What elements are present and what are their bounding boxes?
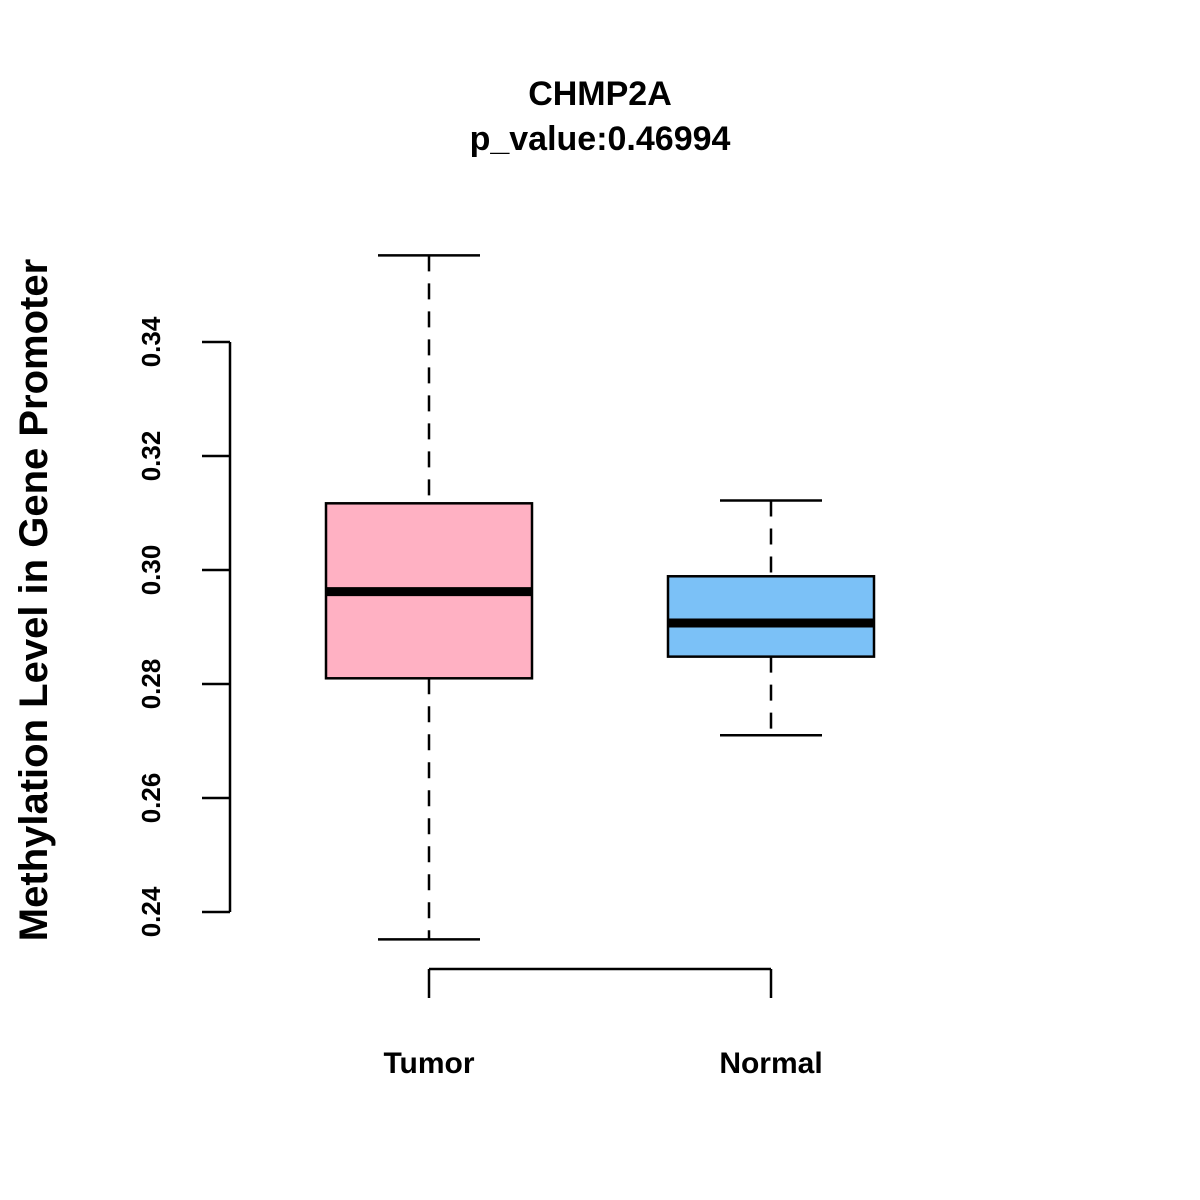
boxes [324,254,876,941]
y-tick-label: 0.24 [136,886,166,937]
box-normal [666,499,876,737]
x-axis: Tumor Normal [383,967,823,1080]
box-tumor [324,254,534,941]
x-category-label: Normal [719,1047,822,1080]
y-tick-label: 0.32 [136,431,166,482]
chart-subtitle: p_value:0.46994 [470,120,731,158]
y-tick-label: 0.34 [136,316,166,367]
y-ticks: 0.24 0.26 0.28 0.30 0.32 0.34 [136,316,230,937]
chart-title: CHMP2A [528,75,672,113]
y-tick-label: 0.28 [136,659,166,710]
y-tick-label: 0.26 [136,773,166,824]
iqr-box [666,575,876,658]
y-tick-label: 0.30 [136,545,166,596]
y-axis-label: Methylation Level in Gene Promoter [12,259,56,941]
x-category-label: Tumor [383,1047,474,1080]
